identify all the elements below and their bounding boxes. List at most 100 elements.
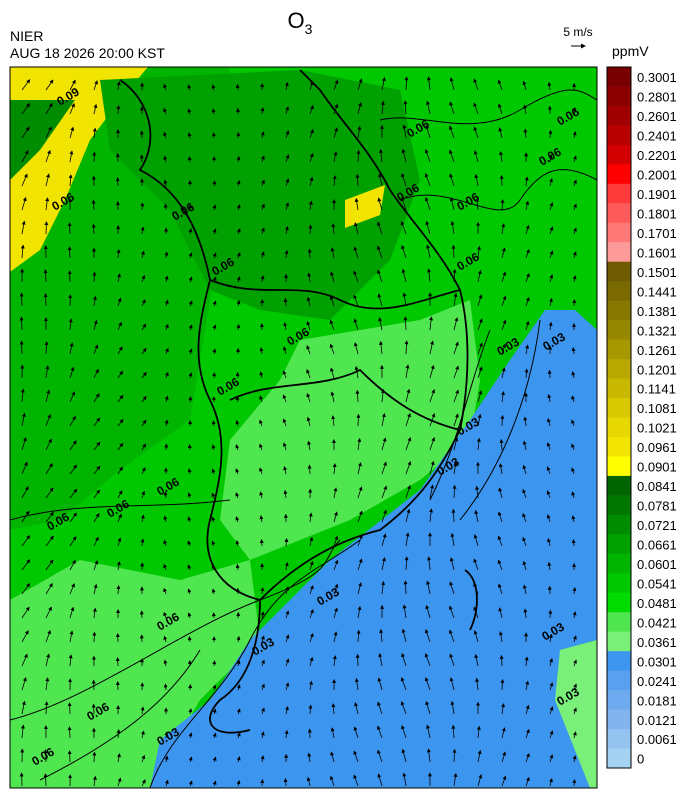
wind-arrow <box>525 248 530 259</box>
wind-arrow <box>477 294 483 307</box>
wind-arrow <box>424 173 431 187</box>
wind-arrow <box>381 485 388 499</box>
colorbar-swatch <box>607 456 631 477</box>
wind-arrow <box>211 492 216 499</box>
wind-arrow <box>69 440 77 451</box>
wind-arrow <box>164 755 169 763</box>
wind-arrow <box>429 340 434 355</box>
wind-arrow <box>572 731 577 739</box>
wind-arrow <box>116 105 121 115</box>
wind-arrow <box>501 391 506 403</box>
wind-arrow <box>356 413 361 427</box>
wind-arrow <box>260 611 265 619</box>
wind-arrow <box>285 658 290 667</box>
wind-arrow <box>405 437 412 451</box>
wind-arrow <box>261 683 265 691</box>
wind-arrow <box>353 774 359 787</box>
field-blue <box>150 310 597 788</box>
wind-arrow <box>452 268 457 283</box>
wind-arrow <box>117 513 122 523</box>
wind-arrow <box>211 588 216 595</box>
wind-arrow <box>45 365 50 379</box>
wind-arrow <box>329 319 335 331</box>
wind-arrow <box>473 534 479 547</box>
wind-arrow <box>501 775 507 787</box>
wind-arrow <box>211 444 216 451</box>
colorbar-swatch <box>607 261 631 282</box>
wind-arrow <box>426 724 431 739</box>
wind-vectors <box>19 76 577 787</box>
wind-arrow <box>306 296 311 307</box>
wind-arrow <box>261 179 265 187</box>
wind-arrow <box>572 155 577 163</box>
wind-arrow <box>21 220 26 235</box>
wind-arrow <box>117 537 122 547</box>
wind-arrow <box>163 611 168 619</box>
colorbar-label: 0.0421 <box>637 615 677 630</box>
wind-arrow <box>571 347 576 355</box>
wind-arrow <box>405 484 411 499</box>
wind-arrow <box>497 511 503 523</box>
wind-arrow <box>449 101 455 115</box>
wind-arrow <box>45 606 52 619</box>
wind-arrow <box>236 155 241 163</box>
wind-arrow <box>163 659 168 667</box>
wind-arrow <box>549 658 554 667</box>
wind-arrow <box>163 515 168 523</box>
wind-arrow <box>354 702 359 715</box>
wind-arrow <box>572 755 577 763</box>
contour-line <box>149 539 361 788</box>
wind-arrow <box>306 776 311 787</box>
wind-arrow <box>19 316 24 331</box>
wind-arrow <box>501 271 507 283</box>
wind-arrow <box>284 226 289 235</box>
wind-arrow <box>330 271 335 283</box>
wind-arrow <box>548 321 553 331</box>
colorbar-swatch <box>607 573 631 594</box>
wind-arrow <box>451 724 456 739</box>
wind-arrow <box>21 103 30 115</box>
wind-arrow <box>354 365 359 379</box>
wind-arrow <box>500 199 505 211</box>
wind-arrow <box>401 628 407 643</box>
wind-arrow <box>476 437 481 451</box>
wind-arrow <box>572 587 577 595</box>
wind-arrow <box>212 180 217 187</box>
wind-arrow <box>187 132 192 139</box>
wind-arrow <box>45 487 54 499</box>
field-light-sw <box>10 560 260 788</box>
wind-arrow <box>498 631 503 643</box>
colorbar-swatch <box>607 144 631 165</box>
wind-arrow <box>546 514 551 523</box>
wind-arrow <box>405 412 411 427</box>
wind-arrow <box>212 276 217 283</box>
wind-arrow <box>45 511 54 523</box>
field-light-se <box>555 640 597 788</box>
wind-arrow <box>571 491 576 499</box>
wind-arrow <box>424 653 431 667</box>
wind-arrow <box>69 126 75 139</box>
wind-arrow <box>405 508 411 523</box>
wind-arrow <box>284 537 289 547</box>
wind-arrow <box>93 80 98 91</box>
wind-arrow <box>309 680 313 691</box>
map-frame <box>9 66 598 789</box>
wind-arrow <box>188 732 193 739</box>
wind-arrow <box>547 538 551 547</box>
wind-arrow <box>92 607 97 619</box>
wind-arrow <box>404 76 409 91</box>
colorbar-label: 0.1601 <box>637 245 677 260</box>
colorbar-swatch <box>607 495 631 516</box>
wind-arrow <box>424 629 431 643</box>
wind-arrow <box>187 156 192 163</box>
wind-scale-label: 5 m/s <box>563 25 592 39</box>
wind-arrow <box>69 150 74 163</box>
wind-arrow <box>69 391 76 403</box>
wind-arrow <box>92 631 97 643</box>
contour-line <box>10 539 341 721</box>
wind-arrow <box>402 772 407 787</box>
wind-arrow <box>429 364 435 379</box>
wind-arrow <box>353 318 359 331</box>
wind-arrow <box>429 460 435 475</box>
wind-arrow <box>547 369 552 379</box>
